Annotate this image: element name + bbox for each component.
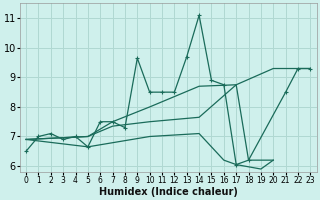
X-axis label: Humidex (Indice chaleur): Humidex (Indice chaleur) — [99, 187, 238, 197]
